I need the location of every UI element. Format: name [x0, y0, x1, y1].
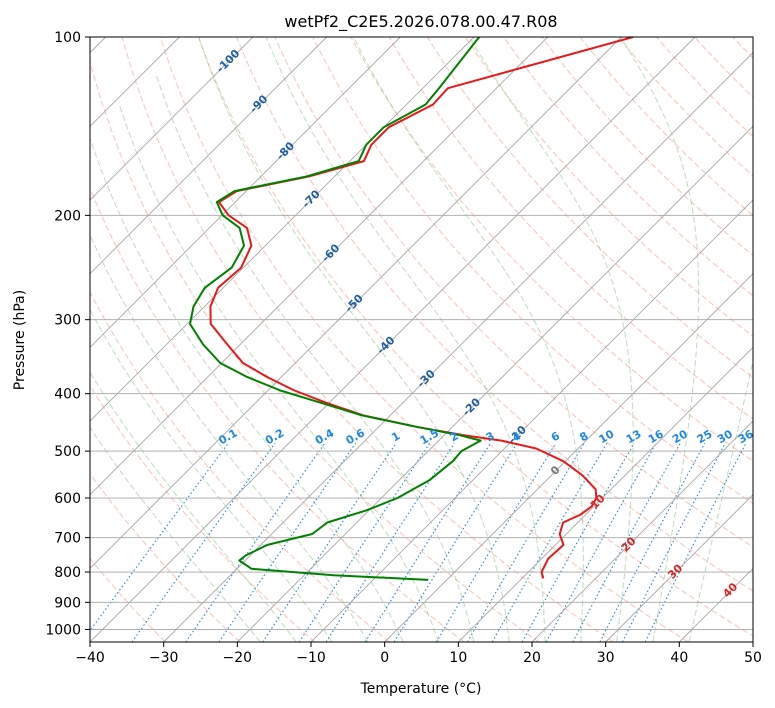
moist-adiabat-line	[620, 37, 700, 642]
moist-adiabat-line	[90, 136, 404, 642]
isotherm-line	[90, 37, 327, 275]
dry-adiabat-line	[90, 186, 465, 642]
y-tick-label: 400	[54, 387, 81, 403]
y-tick-label: 900	[54, 595, 81, 611]
moist-adiabat-line	[90, 308, 333, 642]
mixing-ratio-line	[572, 443, 681, 642]
x-tick-label: 50	[744, 650, 762, 666]
dry-adiabat-line	[90, 59, 540, 642]
dewpoint-line	[189, 37, 482, 581]
dry-adiabat-line	[465, 37, 753, 338]
y-tick-label: 500	[54, 444, 81, 460]
x-tick-label: 30	[597, 650, 615, 666]
dry-adiabat-line	[503, 37, 753, 297]
x-tick-label: 0	[380, 650, 389, 666]
dry-adiabat-line	[121, 37, 614, 642]
mixing-ratio-label: 36	[736, 427, 756, 446]
moist-adiabat-line	[198, 37, 510, 642]
moist-adiabat-line	[688, 358, 753, 642]
x-axis-label: Temperature (°C)	[360, 681, 482, 697]
y-tick-label: 200	[54, 208, 81, 224]
moist-adiabat-line	[90, 371, 297, 642]
isotherm-line	[605, 494, 753, 642]
isotherm-line	[458, 346, 753, 642]
dry-adiabat-line	[90, 384, 316, 642]
isotherm-line	[90, 37, 548, 496]
y-tick-label: 1000	[45, 622, 81, 638]
x-tick-label: −20	[223, 650, 253, 666]
isotherm-line	[90, 37, 622, 569]
moist-adiabat-line	[90, 426, 261, 642]
dry-adiabat-line	[350, 37, 753, 462]
dry-adiabat-line	[90, 472, 241, 642]
isotherm-line	[237, 125, 753, 642]
mixing-ratio-line	[435, 443, 557, 642]
x-tick-label: −40	[75, 650, 105, 666]
isotherm-line	[310, 199, 753, 642]
dry-adiabat-line	[388, 37, 753, 420]
x-tick-label: 10	[449, 650, 467, 666]
mixing-ratio-line	[545, 443, 657, 642]
isotherm-line	[531, 420, 753, 642]
mixing-ratio-line	[262, 442, 397, 642]
mixing-ratio-line	[298, 442, 431, 642]
isotherm-line	[163, 52, 753, 642]
dry-adiabat-line	[90, 291, 390, 642]
moist-adiabat-line	[265, 37, 546, 642]
y-tick-label: 800	[54, 565, 81, 581]
y-tick-label: 100	[54, 30, 81, 46]
x-tick-label: 20	[523, 650, 541, 666]
isotherm-line	[90, 37, 401, 348]
y-tick-label: 300	[54, 313, 81, 329]
isotherm-line	[90, 37, 696, 642]
chart-title: wetPf2_C2E5.2026.078.00.47.R08	[284, 12, 557, 32]
mixing-ratio-line	[325, 442, 455, 642]
plot-frame	[89, 36, 754, 643]
y-tick-label: 600	[54, 491, 81, 507]
isotherm-line	[90, 37, 254, 201]
x-tick-label: −30	[149, 650, 179, 666]
y-tick-label: 700	[54, 531, 81, 547]
mixing-ratio-line	[521, 443, 635, 642]
mixing-ratio-line	[90, 442, 229, 632]
mixing-ratio-line	[364, 442, 491, 642]
dry-adiabat-line	[274, 37, 753, 548]
dry-adiabat-line	[312, 37, 753, 505]
moist-adiabat-line	[90, 233, 369, 642]
dry-adiabat-line	[159, 37, 689, 642]
x-tick-label: 40	[670, 650, 688, 666]
mixing-ratio-line	[467, 443, 585, 642]
y-axis-label: Pressure (hPa)	[12, 290, 28, 390]
dry-adiabat-line	[771, 37, 775, 642]
dry-adiabat-line	[90, 557, 166, 642]
mixing-ratio-line	[185, 442, 326, 642]
moist-adiabat-line	[353, 37, 584, 642]
isotherm-line	[384, 273, 753, 642]
mixing-ratio-line	[644, 443, 747, 642]
mixing-ratio-line	[491, 443, 608, 642]
dry-adiabat-line	[236, 37, 753, 592]
moist-adiabat-line	[118, 104, 439, 642]
x-tick-label: −10	[296, 650, 326, 666]
mixing-ratio-line	[131, 442, 276, 642]
isotherm-line	[752, 641, 753, 642]
